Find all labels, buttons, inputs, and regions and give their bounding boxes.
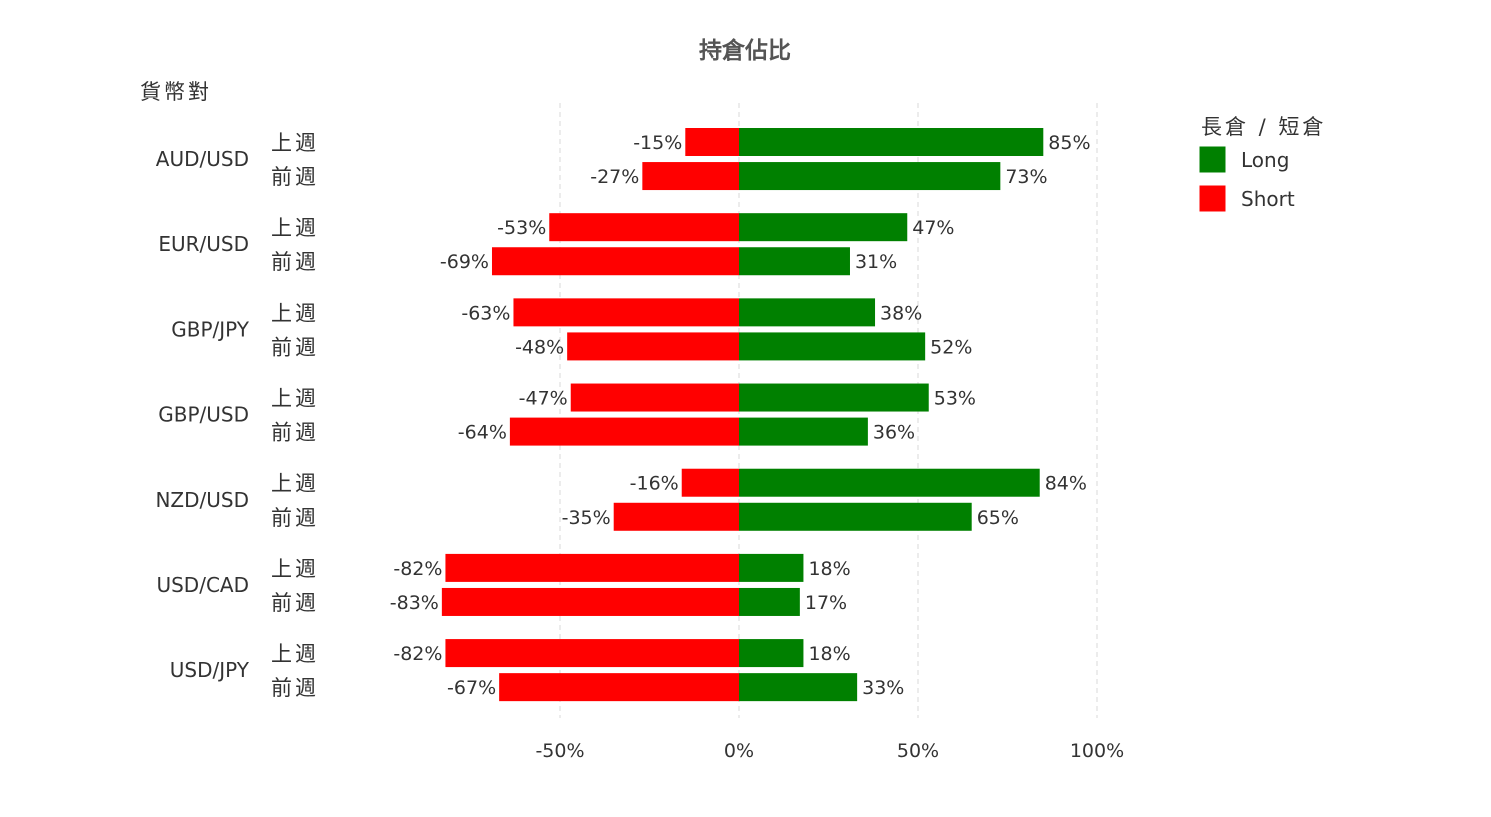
- week-label: 前週: [271, 591, 319, 615]
- bar-long: [739, 673, 858, 702]
- data-label-short: -35%: [562, 507, 611, 529]
- bar-long: [739, 383, 929, 412]
- week-label: 前週: [271, 506, 319, 530]
- data-label-short: -27%: [590, 166, 639, 188]
- legend-swatch-short: [1198, 184, 1227, 213]
- data-label-long: 38%: [880, 302, 922, 324]
- pair-label: AUD/USD: [156, 147, 249, 171]
- week-label: 前週: [271, 165, 319, 189]
- bar-short: [499, 673, 739, 702]
- bar-short: [549, 213, 739, 242]
- x-tick-label: 50%: [897, 740, 939, 762]
- data-label-long: 53%: [934, 388, 976, 410]
- bar-short: [681, 468, 739, 497]
- data-label-long: 52%: [930, 336, 972, 358]
- legend-label-long: Long: [1241, 148, 1289, 172]
- week-label: 上週: [271, 301, 319, 325]
- pair-label: USD/JPY: [170, 658, 250, 682]
- data-label-short: -83%: [390, 592, 439, 614]
- pair-label: EUR/USD: [158, 232, 249, 256]
- data-label-short: -69%: [440, 251, 489, 273]
- legend: 長倉 / 短倉 Long Short: [1198, 115, 1326, 213]
- data-label-long: 33%: [862, 677, 904, 699]
- data-label-short: -67%: [447, 677, 496, 699]
- bar-short: [445, 639, 739, 668]
- week-label: 上週: [271, 387, 319, 411]
- bar-long: [739, 502, 972, 531]
- data-label-long: 47%: [912, 217, 954, 239]
- bar-long: [739, 332, 926, 361]
- week-label: 上週: [271, 131, 319, 155]
- data-label-short: -47%: [519, 388, 568, 410]
- week-label: 上週: [271, 216, 319, 240]
- bar-long: [739, 417, 868, 446]
- week-label: 前週: [271, 250, 319, 274]
- bar-long: [739, 128, 1044, 156]
- bar-short: [567, 332, 739, 361]
- data-label-short: -48%: [515, 336, 564, 358]
- bar-long: [739, 247, 850, 276]
- bar-long: [739, 468, 1040, 497]
- bar-short: [613, 502, 739, 531]
- bar-short: [441, 587, 739, 616]
- data-label-long: 18%: [808, 558, 850, 580]
- x-tick-label: 100%: [1070, 740, 1124, 762]
- y-axis-header: 貨幣對: [140, 80, 212, 104]
- bar-long: [739, 639, 804, 668]
- pair-label: NZD/USD: [155, 488, 249, 512]
- data-label-short: -63%: [461, 302, 510, 324]
- data-labels-group: -15% 85% -27% 73% -53% 47% -69% 31% -63% 38% -48% 5…: [390, 132, 1091, 699]
- pair-label: USD/CAD: [156, 573, 249, 597]
- data-label-short: -53%: [497, 217, 546, 239]
- pair-label: GBP/JPY: [171, 317, 250, 341]
- x-tick-label: -50%: [535, 740, 584, 762]
- bar-short: [445, 553, 739, 582]
- bars-group: [441, 128, 1044, 702]
- data-label-long: 65%: [977, 507, 1019, 529]
- pair-label: GBP/USD: [158, 403, 249, 427]
- data-label-long: 36%: [873, 422, 915, 444]
- bar-short: [491, 247, 739, 276]
- week-label: 上週: [271, 642, 319, 666]
- data-label-short: -64%: [458, 422, 507, 444]
- legend-swatch-long: [1198, 145, 1227, 174]
- bar-short: [513, 298, 739, 327]
- category-labels-group: 上週AUD/USD前週上週EUR/USD前週上週GBP/JPY前週上週GBP/U…: [155, 131, 319, 700]
- x-tick-label: 0%: [724, 740, 754, 762]
- legend-label-short: Short: [1241, 187, 1295, 211]
- data-label-long: 17%: [805, 592, 847, 614]
- legend-title: 長倉 / 短倉: [1201, 115, 1326, 139]
- data-label-long: 85%: [1048, 132, 1090, 154]
- bar-short: [509, 417, 739, 446]
- week-label: 前週: [271, 676, 319, 700]
- x-axis-ticks: -50% 0% 50% 100%: [535, 740, 1124, 762]
- data-label-short: -82%: [393, 643, 442, 665]
- bar-long: [739, 587, 800, 616]
- week-label: 前週: [271, 421, 319, 445]
- data-label-short: -82%: [393, 558, 442, 580]
- bar-short: [570, 383, 739, 412]
- bar-long: [739, 298, 876, 327]
- week-label: 前週: [271, 335, 319, 359]
- bar-long: [739, 162, 1001, 191]
- bar-short: [642, 162, 739, 191]
- week-label: 上週: [271, 557, 319, 581]
- data-label-long: 31%: [855, 251, 897, 273]
- bar-short: [685, 128, 739, 156]
- data-label-long: 18%: [808, 643, 850, 665]
- bar-long: [739, 553, 804, 582]
- week-label: 上週: [271, 472, 319, 496]
- data-label-long: 73%: [1005, 166, 1047, 188]
- chart-title: 持倉佔比: [699, 37, 791, 64]
- bar-long: [739, 213, 908, 242]
- data-label-long: 84%: [1045, 473, 1087, 495]
- data-label-short: -15%: [633, 132, 682, 154]
- data-label-short: -16%: [630, 473, 679, 495]
